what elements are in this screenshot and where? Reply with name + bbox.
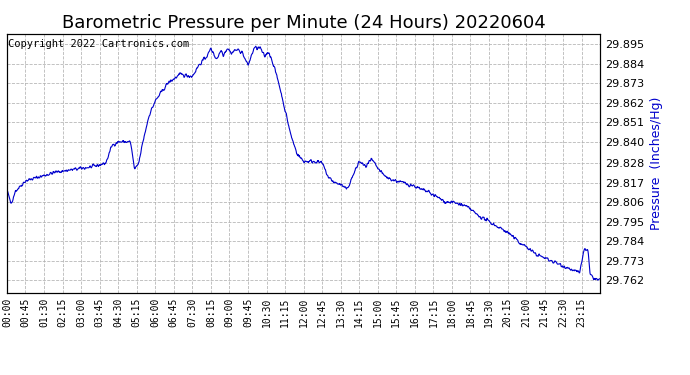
Title: Barometric Pressure per Minute (24 Hours) 20220604: Barometric Pressure per Minute (24 Hours…	[61, 14, 546, 32]
Y-axis label: Pressure  (Inches/Hg): Pressure (Inches/Hg)	[650, 96, 663, 230]
Text: Copyright 2022 Cartronics.com: Copyright 2022 Cartronics.com	[8, 39, 189, 49]
